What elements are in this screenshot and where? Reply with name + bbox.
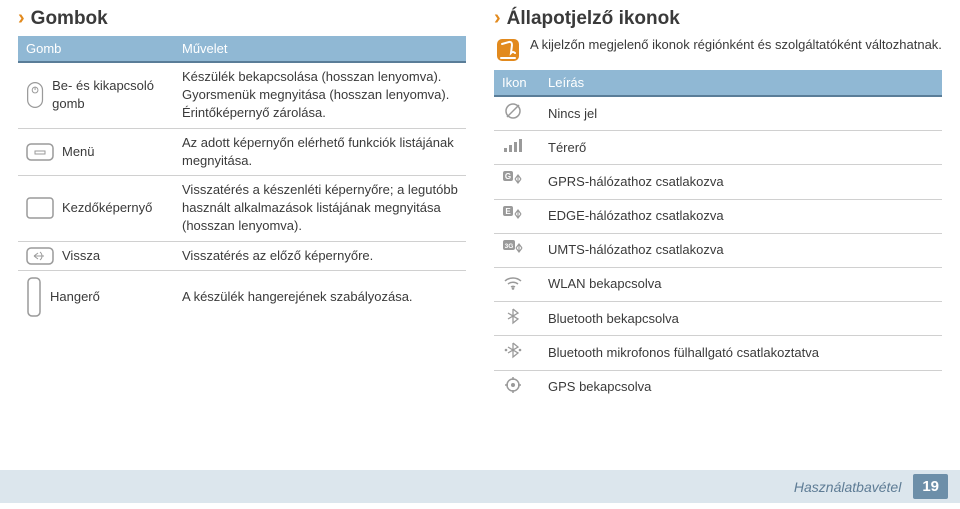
footer: Használatbavétel 19 xyxy=(0,470,960,503)
col-header: Ikon xyxy=(494,70,540,96)
wifi-icon xyxy=(502,273,524,291)
svg-text:3G: 3G xyxy=(505,243,514,250)
button-label: Be- és kikapcsoló gomb xyxy=(52,77,166,113)
table-row: GPS bekapcsolva xyxy=(494,370,942,404)
status-desc: Térerő xyxy=(540,131,942,165)
button-desc: Készülék bekapcsolása (hosszan lenyomva)… xyxy=(174,62,466,128)
edge-icon: E xyxy=(502,205,524,223)
status-desc: GPRS-hálózathoz csatlakozva xyxy=(540,165,942,199)
table-row: Menü Az adott képernyőn elérhető funkció… xyxy=(18,128,466,175)
section-title: Gombok xyxy=(31,8,108,30)
table-row: Térerő xyxy=(494,131,942,165)
status-desc: EDGE-hálózathoz csatlakozva xyxy=(540,199,942,233)
gps-icon xyxy=(502,376,524,394)
status-desc: Bluetooth mikrofonos fülhallgató csatlak… xyxy=(540,336,942,370)
menu-button-icon xyxy=(26,143,54,161)
section-title: Állapotjelző ikonok xyxy=(507,8,680,30)
status-desc: GPS bekapcsolva xyxy=(540,370,942,404)
button-desc: Visszatérés az előző képernyőre. xyxy=(174,241,466,270)
col-header: Leírás xyxy=(540,70,942,96)
button-desc: Visszatérés a készenléti képernyőre; a l… xyxy=(174,175,466,241)
button-label: Vissza xyxy=(62,247,100,265)
power-button-icon xyxy=(26,78,44,112)
chevron-right-icon: › xyxy=(18,8,25,28)
table-row: WLAN bekapcsolva xyxy=(494,267,942,301)
section-header-status: › Állapotjelző ikonok xyxy=(494,8,942,30)
button-desc: Az adott képernyőn elérhető funkciók lis… xyxy=(174,128,466,175)
no-signal-icon xyxy=(502,102,524,120)
home-button-icon xyxy=(26,197,54,219)
table-row: Hangerő A készülék hangerejének szabályo… xyxy=(18,270,466,323)
table-row: Bluetooth mikrofonos fülhallgató csatlak… xyxy=(494,336,942,370)
bluetooth-headset-icon xyxy=(502,341,524,359)
umts-icon: 3G xyxy=(502,239,524,257)
col-header: Művelet xyxy=(174,36,466,62)
volume-button-icon xyxy=(26,276,42,318)
button-desc: A készülék hangerejének szabályozása. xyxy=(174,270,466,323)
back-button-icon xyxy=(26,247,54,265)
button-label: Kezdőképernyő xyxy=(62,199,152,217)
status-icons-table: Ikon Leírás Nincs jel Térerő xyxy=(494,70,942,404)
signal-icon xyxy=(502,136,524,154)
section-header-buttons: › Gombok xyxy=(18,8,466,30)
table-row: Be- és kikapcsoló gomb Készülék bekapcso… xyxy=(18,62,466,128)
status-desc: Nincs jel xyxy=(540,96,942,131)
bluetooth-icon xyxy=(502,307,524,325)
button-label: Menü xyxy=(62,143,95,161)
gprs-icon: G xyxy=(502,170,524,188)
table-row: 3G UMTS-hálózathoz csatlakozva xyxy=(494,233,942,267)
svg-text:E: E xyxy=(505,207,511,216)
status-desc: UMTS-hálózathoz csatlakozva xyxy=(540,233,942,267)
svg-text:G: G xyxy=(505,172,511,181)
col-header: Gomb xyxy=(18,36,174,62)
table-row: Nincs jel xyxy=(494,96,942,131)
note-row: A kijelzőn megjelenő ikonok régiónként é… xyxy=(494,36,942,62)
button-label: Hangerő xyxy=(50,288,100,306)
table-row: Bluetooth bekapcsolva xyxy=(494,302,942,336)
note-icon xyxy=(496,38,520,62)
page-number: 19 xyxy=(913,474,948,499)
table-row: G GPRS-hálózathoz csatlakozva xyxy=(494,165,942,199)
note-text: A kijelzőn megjelenő ikonok régiónként é… xyxy=(530,36,942,54)
chevron-right-icon: › xyxy=(494,8,501,28)
buttons-table: Gomb Művelet Be- és kikapcsoló gomb xyxy=(18,36,466,323)
status-desc: Bluetooth bekapcsolva xyxy=(540,302,942,336)
table-row: Vissza Visszatérés az előző képernyőre. xyxy=(18,241,466,270)
table-row: Kezdőképernyő Visszatérés a készenléti k… xyxy=(18,175,466,241)
table-row: E EDGE-hálózathoz csatlakozva xyxy=(494,199,942,233)
status-desc: WLAN bekapcsolva xyxy=(540,267,942,301)
footer-label: Használatbavétel xyxy=(794,479,901,495)
